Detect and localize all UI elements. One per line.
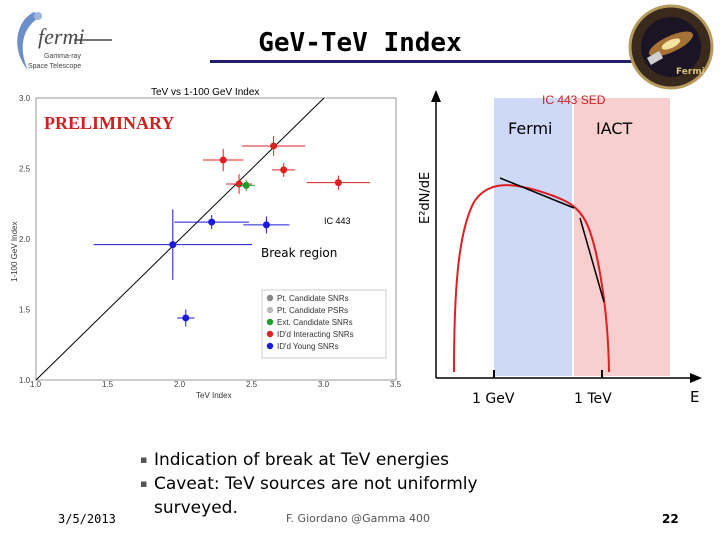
- fermi-logo-name: fermi: [38, 24, 84, 49]
- sed-title: IC 443 SED: [542, 93, 606, 107]
- point-marker: [242, 181, 250, 189]
- point-marker: [219, 156, 227, 164]
- point-marker: [169, 241, 177, 249]
- data-point: [174, 215, 250, 230]
- legend-marker: [266, 342, 274, 350]
- break-region-annotation: Break region: [261, 246, 337, 260]
- y-tick-label: 2.0: [19, 235, 31, 244]
- y-tick-label: 1.0: [19, 376, 31, 385]
- x-tick-label: 2.5: [246, 380, 258, 389]
- iact-band: [574, 98, 670, 376]
- preliminary-watermark: PRELIMINARY: [44, 113, 174, 133]
- fermi-band: [494, 98, 572, 376]
- bullet-item: ▪ Indication of break at TeV energies: [138, 448, 578, 472]
- point-marker: [270, 142, 278, 150]
- bullet-dot-icon: ▪: [140, 453, 148, 466]
- x-tick-label: 1.0: [30, 380, 42, 389]
- title-underline: [210, 60, 640, 63]
- point-marker: [235, 180, 243, 188]
- bullet-dot-icon: ▪: [140, 477, 148, 490]
- satellite-icon: [646, 51, 664, 65]
- legend-label: ID'd Interacting SNRs: [277, 330, 354, 339]
- mission-badge: Fermi: [628, 4, 714, 90]
- legend-label: ID'd Young SNRs: [277, 342, 339, 351]
- data-point: [243, 216, 290, 234]
- chart-legend: Pt. Candidate SNRs Pt. Candidate PSRs Ext.…: [261, 289, 387, 359]
- legend-marker: [266, 306, 274, 314]
- ic443-annotation: IC 443: [324, 216, 351, 226]
- y-tick-label: 1.5: [19, 306, 31, 315]
- iact-band-label: IACT: [596, 119, 633, 138]
- fermi-logo: fermi Gamma-ray Space Telescope: [17, 12, 112, 70]
- page-number: 22: [662, 512, 679, 526]
- data-point: [237, 179, 255, 192]
- y-axis-arrow-icon: [431, 90, 441, 102]
- legend-label: Ext. Candidate SNRs: [277, 318, 353, 327]
- point-marker: [334, 179, 342, 187]
- data-point: [272, 162, 296, 177]
- x-tick-1tev: 1 TeV: [574, 391, 612, 407]
- data-point: [203, 148, 244, 172]
- legend-box: [261, 289, 387, 359]
- slide-title: GeV-TeV Index: [258, 28, 462, 58]
- data-point: [93, 209, 252, 280]
- fermi-fit-line: [499, 177, 575, 209]
- x-tick-1gev: 1 GeV: [472, 391, 515, 407]
- data-point: [306, 175, 371, 190]
- slide-date: 3/5/2013: [58, 512, 116, 526]
- sed-y-label: E²dN/dE: [418, 172, 433, 224]
- slide-footer: F. Giordano @Gamma 400: [286, 512, 431, 525]
- fermi-logo-sub1: Gamma-ray: [44, 53, 81, 60]
- point-marker: [182, 314, 190, 322]
- chart-title: TeV vs 1-100 GeV Index: [151, 87, 259, 98]
- data-point: [241, 136, 306, 156]
- x-axis-label: TeV Index: [196, 391, 232, 400]
- legend-marker: [266, 318, 274, 326]
- legend-label: Pt. Candidate SNRs: [277, 294, 349, 303]
- x-axis-arrow-icon: [690, 373, 702, 383]
- y-axis-label: 1-100 GeV Index: [10, 222, 19, 282]
- point-marker: [262, 221, 270, 229]
- y-tick-label: 3.0: [19, 94, 31, 103]
- ic443-sed-chart: IC 443 SED Fermi IACT E²dN/dE E 1 GeV 1 …: [418, 90, 702, 407]
- data-point: [177, 309, 195, 327]
- point-marker: [280, 166, 288, 174]
- bullet-text: Caveat: TeV sources are not uniformly: [154, 474, 478, 494]
- bullet-list: ▪ Indication of break at TeV energies ▪ …: [138, 448, 578, 520]
- fermi-logo-sub2: Space Telescope: [28, 63, 81, 70]
- bullet-text: Indication of break at TeV energies: [154, 450, 450, 470]
- badge-text: Fermi: [676, 67, 705, 77]
- x-tick-label: 2.0: [174, 380, 186, 389]
- x-tick-label: 1.5: [102, 380, 114, 389]
- fermi-band-label: Fermi: [508, 119, 553, 138]
- x-tick-label: 3.0: [318, 380, 330, 389]
- legend-marker: [266, 294, 274, 302]
- bullet-text: surveyed.: [154, 498, 238, 518]
- y-tick-label: 2.5: [19, 165, 31, 174]
- bullet-item-continuation: surveyed.: [138, 496, 578, 520]
- x-tick-label: 3.5: [390, 380, 402, 389]
- tev-vs-gev-index-chart: TeV vs 1-100 GeV Index PRELIMINARY TeV I…: [10, 87, 402, 400]
- iact-fit-line: [579, 217, 605, 303]
- legend-label: Pt. Candidate PSRs: [277, 306, 348, 315]
- point-marker: [208, 218, 216, 226]
- legend-marker: [266, 330, 274, 338]
- fermi-swoosh-icon: [17, 12, 42, 70]
- bullet-item: ▪ Caveat: TeV sources are not uniformly: [138, 472, 578, 496]
- sed-x-label: E: [690, 388, 699, 406]
- sed-model-curve: [453, 184, 610, 373]
